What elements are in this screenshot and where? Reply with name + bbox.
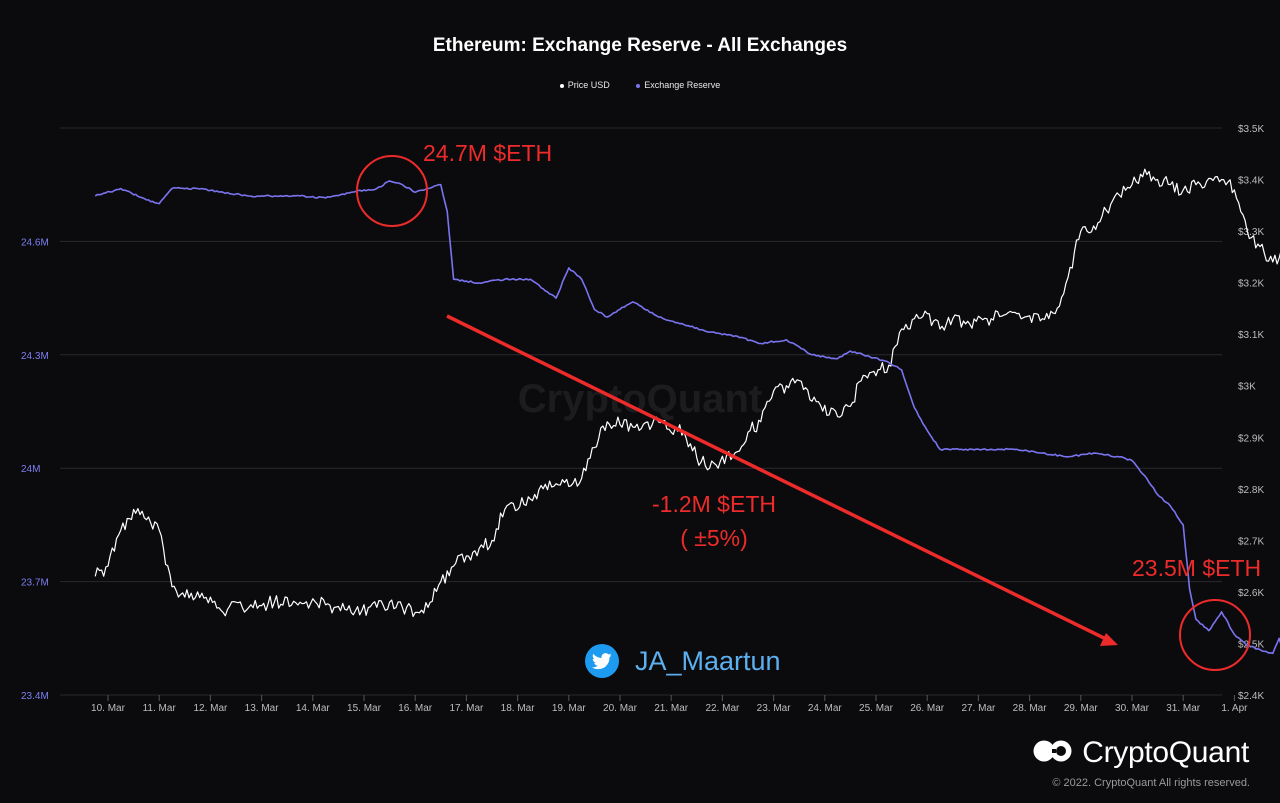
twitter-handle[interactable]: JA_Maartun xyxy=(585,643,781,679)
trend-arrow-head xyxy=(1100,633,1118,646)
x-tick-label: 15. Mar xyxy=(347,703,382,714)
x-tick-label: 20. Mar xyxy=(603,703,638,714)
y-left-tick-label: 23.4M xyxy=(21,691,49,702)
y-right-tick-label: $3.3K xyxy=(1238,227,1264,238)
x-tick-label: 24. Mar xyxy=(808,703,843,714)
y-right-tick-label: $2.4K xyxy=(1238,691,1264,702)
twitter-handle-text: JA_Maartun xyxy=(635,645,781,676)
y-right-tick-label: $2.5K xyxy=(1238,639,1264,650)
legend-marker-reserve xyxy=(636,83,641,88)
trend-arrow-line xyxy=(446,314,1109,642)
x-tick-label: 10. Mar xyxy=(91,703,126,714)
chart-title: Ethereum: Exchange Reserve - All Exchang… xyxy=(432,35,848,56)
x-tick-label: 12. Mar xyxy=(193,703,228,714)
series-line-price-usd xyxy=(94,168,1280,618)
annotation-end-value: 23.5M $ETH xyxy=(1132,555,1261,581)
y-right-tick-label: $2.9K xyxy=(1238,433,1264,444)
y-right-tick-label: $3.1K xyxy=(1238,330,1264,341)
annotation-change-value: -1.2M $ETH xyxy=(652,491,776,517)
x-axis: 10. Mar 11. Mar 12. Mar 13. Mar 14. Mar 15. M… xyxy=(91,695,1248,714)
x-tick-label: 17. Mar xyxy=(449,703,484,714)
x-tick-label: 23. Mar xyxy=(757,703,792,714)
x-tick-label: 25. Mar xyxy=(859,703,894,714)
annotation-layer: 24.7M $ETH -1.2M $ETH ( ±5%) 23.5M $ETH xyxy=(356,140,1261,671)
x-tick-label: 29. Mar xyxy=(1064,703,1099,714)
brand-logo: CryptoQuant xyxy=(1032,736,1249,770)
y-right-tick-label: $3.4K xyxy=(1238,176,1264,187)
y-left-tick-label: 24.6M xyxy=(21,237,49,248)
x-tick-label: 11. Mar xyxy=(143,703,177,714)
x-tick-label: 13. Mar xyxy=(245,703,280,714)
annotation-change-pct: ( ±5%) xyxy=(680,525,748,551)
legend-marker-price xyxy=(559,83,564,88)
x-tick-label: 1. Apr xyxy=(1221,703,1248,714)
x-tick-label: 28. Mar xyxy=(1013,703,1048,714)
y-right-tick-label: $3.5K xyxy=(1238,124,1264,135)
chart-legend: Price USD Exchange Reserve xyxy=(0,80,1280,90)
y-axis-right: $2.4K $2.5K $2.6K $2.7K $2.8K $2.9K $3K $3.1K $3… xyxy=(1238,124,1264,702)
x-tick-label: 30. Mar xyxy=(1115,703,1150,714)
twitter-bird-icon xyxy=(585,644,619,678)
copyright-text: © 2022. CryptoQuant All rights reserved. xyxy=(1052,777,1250,789)
y-right-tick-label: $2.7K xyxy=(1238,536,1264,547)
x-tick-label: 21. Mar xyxy=(654,703,689,714)
brand-name: CryptoQuant xyxy=(1082,736,1249,769)
y-right-tick-label: $3.2K xyxy=(1238,279,1264,290)
y-right-tick-label: $2.6K xyxy=(1238,588,1264,599)
x-tick-label: 31. Mar xyxy=(1166,703,1201,714)
legend-item-price[interactable]: Price USD xyxy=(559,80,610,90)
x-tick-label: 16. Mar xyxy=(398,703,433,714)
x-tick-label: 26. Mar xyxy=(910,703,945,714)
y-left-tick-label: 24.3M xyxy=(21,351,49,362)
series-layer xyxy=(94,168,1280,655)
x-tick-label: 19. Mar xyxy=(552,703,587,714)
y-right-tick-label: $2.8K xyxy=(1238,485,1264,496)
y-left-tick-label: 23.7M xyxy=(21,578,49,589)
x-tick-label: 18. Mar xyxy=(501,703,536,714)
annotation-start-value: 24.7M $ETH xyxy=(423,140,552,166)
x-tick-label: 27. Mar xyxy=(961,703,996,714)
x-tick-label: 14. Mar xyxy=(296,703,331,714)
x-tick-label: 22. Mar xyxy=(705,703,740,714)
legend-label-price: Price USD xyxy=(567,80,610,90)
gridlines xyxy=(60,127,1222,696)
legend-item-reserve[interactable]: Exchange Reserve xyxy=(636,80,720,90)
legend-label-reserve: Exchange Reserve xyxy=(644,80,721,90)
annotation-circle-end xyxy=(1179,599,1251,671)
cryptoquant-logo-icon xyxy=(1032,739,1074,768)
y-right-tick-label: $3K xyxy=(1238,382,1256,393)
y-left-tick-label: 24M xyxy=(21,464,40,475)
series-line-exchange-reserve xyxy=(94,180,1280,655)
y-axis-left: 23.4M 23.7M 24M 24.3M 24.6M xyxy=(21,237,49,702)
annotation-circle-start xyxy=(356,155,428,227)
chart-watermark: CryptoQuant xyxy=(518,377,762,421)
